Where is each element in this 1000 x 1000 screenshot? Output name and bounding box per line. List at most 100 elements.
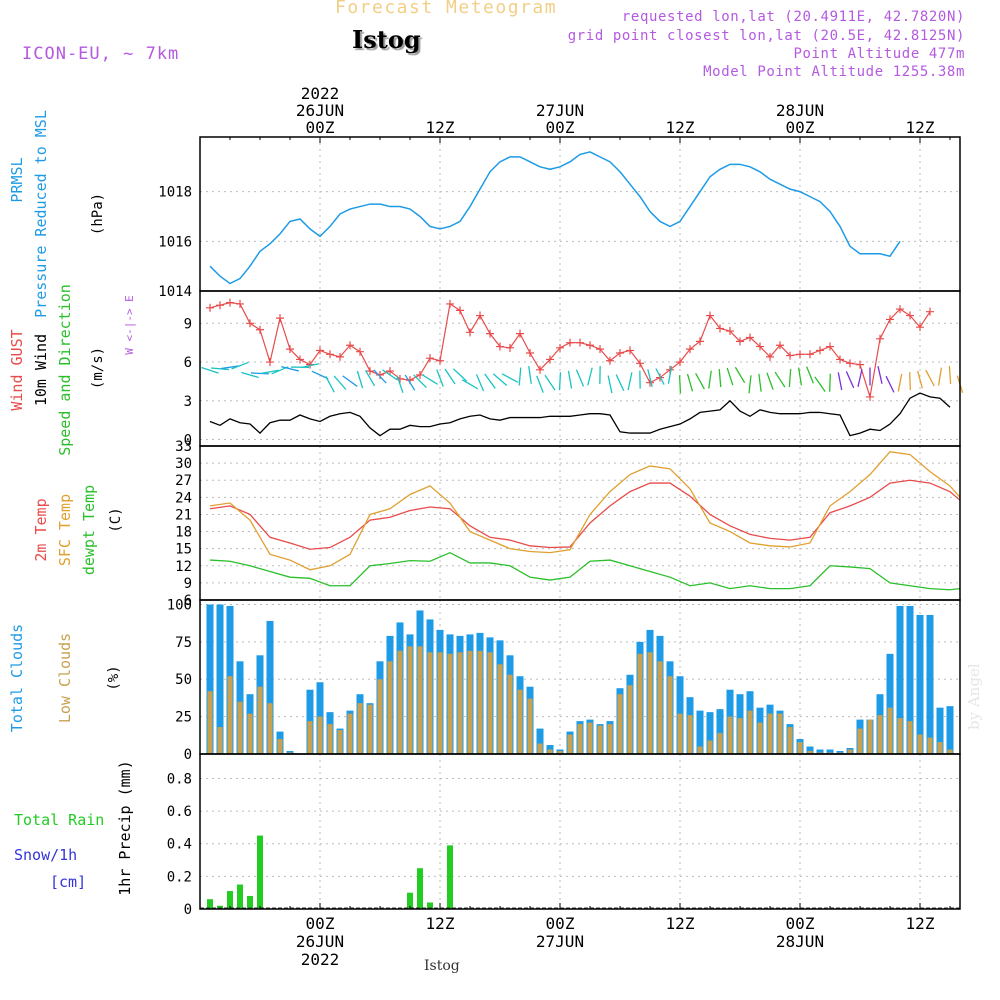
- gust-point: [276, 314, 284, 323]
- gust-point: [586, 341, 594, 350]
- gust-point: [556, 343, 564, 352]
- low-cloud-bar: [797, 742, 803, 754]
- wind-direction-arrow: [301, 363, 319, 369]
- product-title: Forecast Meteogram: [335, 0, 558, 18]
- dewpt-title: dewpt Temp: [80, 485, 98, 575]
- wind-direction-arrow: [607, 375, 613, 394]
- point-altitude: Point Altitude 477m: [793, 46, 965, 62]
- top-time-label: 00Z: [786, 118, 815, 137]
- wind-unit: (m/s): [90, 347, 106, 389]
- wind-direction-arrow: [452, 368, 468, 382]
- ytick-label: 27: [175, 473, 192, 489]
- wind-direction-arrow: [281, 365, 299, 372]
- ytick-label: 0.4: [167, 837, 192, 853]
- top-time-label: 12Z: [906, 118, 935, 137]
- low-cloud-bar: [877, 715, 883, 754]
- bottom-time-label: 12Z: [666, 914, 695, 933]
- precip-axis-title: 1hr Precip (mm): [116, 760, 134, 895]
- wind-direction-arrow: [231, 361, 249, 370]
- wind-direction-arrow: [220, 365, 240, 370]
- low-cloud-bar: [307, 721, 313, 754]
- gust-point: [896, 305, 904, 314]
- clouds-unit: (%): [106, 665, 122, 690]
- gust-point: [926, 307, 934, 316]
- low-cloud-bar: [417, 646, 423, 754]
- ytick-label: 15: [175, 542, 192, 558]
- bottom-time-label: 28JUN: [776, 932, 824, 951]
- wind-direction-arrow: [364, 369, 376, 387]
- gust-point: [236, 299, 244, 308]
- wind-direction-arrow: [373, 369, 387, 384]
- low-cloud-bar: [627, 685, 633, 754]
- low-cloud-bar: [947, 749, 953, 754]
- ytick-label: 1018: [158, 185, 192, 201]
- gust-point: [206, 303, 214, 312]
- low-cloud-bar: [767, 713, 773, 754]
- gust-point: [676, 358, 684, 367]
- ytick-label: 1016: [158, 234, 192, 250]
- wind-direction-arrow: [627, 372, 633, 391]
- gust-point: [256, 325, 264, 334]
- wind-speed-line: [209, 392, 951, 437]
- wind-direction-arrow: [917, 370, 923, 389]
- low-cloud-bar: [437, 652, 443, 754]
- wind-direction-arrow: [311, 370, 329, 380]
- wind-direction-arrow: [536, 375, 544, 393]
- total-cloud-bar: [216, 604, 224, 754]
- low-cloud-bar: [227, 676, 233, 754]
- gust-point: [866, 392, 874, 401]
- total-cloud-bar: [816, 749, 824, 754]
- total-cloud-bar: [946, 706, 954, 754]
- gust-point: [426, 354, 434, 363]
- gust-point: [806, 350, 814, 359]
- wind-direction-arrow: [356, 370, 364, 389]
- gust-point: [786, 351, 794, 360]
- wind-direction-arrow: [333, 375, 347, 390]
- gust-point: [466, 328, 474, 337]
- gust-point: [386, 367, 394, 376]
- low-cloud-bar: [567, 734, 573, 754]
- t2m-title: 2m Temp: [32, 498, 50, 561]
- ytick-label: 50: [175, 672, 192, 688]
- gust-point: [376, 370, 384, 379]
- wind-direction-arrow: [774, 371, 786, 388]
- top-time-label: 26JUN: [296, 101, 344, 120]
- top-time-label: 00Z: [546, 118, 575, 137]
- gust-point: [396, 374, 404, 383]
- wind-direction-arrow: [492, 373, 508, 387]
- wind-direction-arrow: [829, 373, 831, 392]
- gust-point: [476, 311, 484, 320]
- wind-direction-arrow: [877, 366, 883, 384]
- low-cloud-bar: [597, 725, 603, 754]
- gust-point: [486, 329, 494, 338]
- wind-direction-arrow: [708, 370, 712, 389]
- gust-point: [246, 319, 254, 328]
- low-cloud-bar: [677, 713, 683, 754]
- ytick-label: 18: [175, 525, 192, 541]
- gust-point: [356, 347, 364, 356]
- wind-direction-arrow: [528, 365, 532, 384]
- gust-point: [286, 345, 294, 354]
- low-cloud-bar: [807, 751, 813, 754]
- gust-point: [266, 358, 274, 367]
- low-cloud-bar: [527, 698, 533, 754]
- low-cloud-bar: [657, 661, 663, 754]
- ytick-label: 0: [184, 433, 192, 449]
- rain-bar: [427, 902, 433, 909]
- low-cloud-bar: [237, 701, 243, 754]
- gust-point: [716, 324, 724, 333]
- ytick-label: 0.6: [167, 804, 192, 820]
- total-cloud-bar: [696, 710, 704, 754]
- dewpt-line: [209, 551, 961, 591]
- compass-rose: W <-|-> E: [123, 295, 136, 355]
- gust-point: [616, 349, 624, 357]
- low-cloud-bar: [887, 707, 893, 754]
- total-cloud-bar: [546, 745, 554, 754]
- gust-point: [346, 341, 354, 350]
- low-cloud-bar: [577, 724, 583, 754]
- gust-point: [326, 350, 334, 359]
- total-cloud-bar: [266, 620, 274, 754]
- wind-direction-arrow: [587, 367, 593, 386]
- gust-point: [796, 350, 804, 359]
- wind-direction-arrow: [788, 369, 792, 388]
